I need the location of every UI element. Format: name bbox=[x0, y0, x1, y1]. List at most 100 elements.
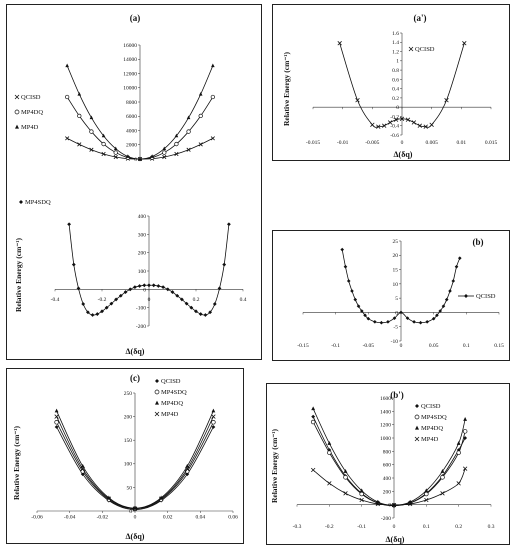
data-point-stroke bbox=[65, 136, 70, 141]
data-point-stroke bbox=[407, 501, 413, 507]
data-point bbox=[89, 147, 94, 152]
data-point-stroke bbox=[80, 466, 85, 472]
y-axis-label: Relative Energy (cm⁻¹) bbox=[282, 51, 291, 126]
data-point bbox=[198, 91, 203, 96]
data-point bbox=[424, 497, 429, 503]
data-point bbox=[414, 414, 420, 420]
data-point bbox=[109, 301, 114, 306]
x-tick-label: 0.2 bbox=[193, 297, 200, 303]
data-point bbox=[15, 124, 19, 129]
data-point-stroke bbox=[174, 151, 179, 157]
y-axis-label: Relative Energy (cm⁻¹) bbox=[14, 237, 23, 312]
data-point bbox=[211, 63, 215, 68]
data-point bbox=[343, 469, 348, 473]
x-tick-label: -0.02 bbox=[97, 515, 109, 521]
data-point bbox=[158, 496, 164, 501]
y-tick-label: 0.8 bbox=[392, 68, 399, 74]
data-point-stroke bbox=[14, 94, 20, 100]
data-point bbox=[451, 279, 456, 283]
data-point-stroke bbox=[405, 117, 411, 122]
x-tick-label: 0.04 bbox=[196, 515, 206, 521]
data-point bbox=[350, 289, 354, 293]
x-axis-label: Δ(δq) bbox=[126, 347, 145, 356]
data-point bbox=[375, 501, 381, 507]
data-point bbox=[429, 122, 434, 127]
y-tick-label: 1000 bbox=[380, 436, 391, 442]
data-point bbox=[186, 147, 191, 152]
data-point bbox=[454, 264, 459, 269]
data-point bbox=[128, 287, 133, 292]
data-point-stroke bbox=[399, 116, 405, 121]
data-point bbox=[114, 297, 118, 302]
data-point bbox=[211, 414, 216, 419]
data-point bbox=[327, 450, 332, 455]
chart-title: (a) bbox=[130, 13, 141, 23]
data-point bbox=[393, 117, 399, 122]
data-point bbox=[104, 305, 109, 310]
data-point bbox=[162, 154, 167, 160]
y-tick-label: 400 bbox=[138, 214, 147, 220]
x-tick-label: 0 bbox=[400, 343, 403, 349]
data-point bbox=[353, 297, 358, 302]
data-point bbox=[154, 411, 160, 417]
data-point bbox=[343, 475, 348, 480]
data-point bbox=[113, 146, 118, 151]
x-tick-label: 0.05 bbox=[429, 343, 439, 349]
y-tick-label: 10 bbox=[393, 282, 399, 288]
data-point bbox=[186, 129, 191, 134]
legend-label: QCISD bbox=[21, 94, 41, 101]
data-point bbox=[180, 297, 184, 302]
data-point bbox=[440, 469, 445, 473]
data-point bbox=[431, 316, 436, 321]
data-point bbox=[89, 115, 94, 120]
data-point-stroke bbox=[343, 491, 348, 496]
data-point bbox=[174, 151, 179, 157]
data-point bbox=[340, 247, 344, 252]
data-point bbox=[106, 496, 112, 501]
data-point-stroke bbox=[101, 151, 106, 157]
legend-label: MP4SDQ bbox=[161, 389, 187, 396]
data-point bbox=[80, 472, 85, 477]
data-point bbox=[161, 285, 165, 290]
data-point bbox=[440, 475, 445, 480]
data-point bbox=[162, 150, 167, 155]
panel-b-prime: (b') -200 0 200 400 600 800 1000 1200 1400 1600 -0.… bbox=[266, 383, 510, 545]
data-point bbox=[14, 109, 20, 115]
data-point bbox=[379, 320, 384, 325]
data-point bbox=[227, 222, 231, 227]
y-tick-label: 300 bbox=[138, 232, 147, 238]
data-point bbox=[399, 116, 405, 121]
y-tick-label: 8000 bbox=[126, 100, 137, 106]
x-tick-label: 0.15 bbox=[494, 343, 504, 349]
data-point-stroke bbox=[382, 123, 387, 128]
data-point bbox=[77, 142, 82, 147]
data-point-stroke bbox=[77, 142, 82, 147]
data-point bbox=[337, 41, 342, 46]
data-point-stroke bbox=[370, 122, 375, 127]
x-tick-label: 0.1 bbox=[423, 524, 430, 530]
data-point bbox=[95, 312, 100, 316]
data-point bbox=[137, 284, 142, 288]
data-point bbox=[90, 313, 95, 317]
chart-c: (c) 0 50 100 150 200 250 -0.06 -0.04 -0.02 0 0.02 0.… bbox=[12, 373, 238, 541]
data-point bbox=[185, 466, 190, 472]
x-tick-label: -0.06 bbox=[31, 515, 43, 521]
x-tick-label: 0 bbox=[148, 297, 151, 303]
data-point bbox=[76, 286, 81, 291]
data-point bbox=[405, 117, 411, 122]
y-tick-label: 15 bbox=[393, 267, 399, 273]
data-point bbox=[170, 290, 175, 294]
y-tick-label: 0 bbox=[395, 310, 398, 316]
data-point bbox=[162, 146, 167, 151]
data-point bbox=[408, 46, 414, 52]
legend-label: MP4DQ bbox=[21, 109, 43, 116]
data-point-stroke bbox=[113, 154, 118, 160]
data-point bbox=[464, 294, 468, 298]
x-tick-label: -0.01 bbox=[337, 140, 349, 146]
legend-label: MP4D bbox=[21, 124, 39, 131]
y-axis-label: Relative Energy (cm⁻¹) bbox=[270, 428, 279, 503]
data-point-stroke bbox=[185, 466, 190, 472]
panel-a-prime: (a') -0.6 -0.4 -0.2 0 0.2 0.4 0.6 0.8 1 1.2 1.4 1.6 -… bbox=[272, 4, 510, 161]
data-point bbox=[156, 284, 161, 288]
data-point-stroke bbox=[359, 497, 364, 503]
